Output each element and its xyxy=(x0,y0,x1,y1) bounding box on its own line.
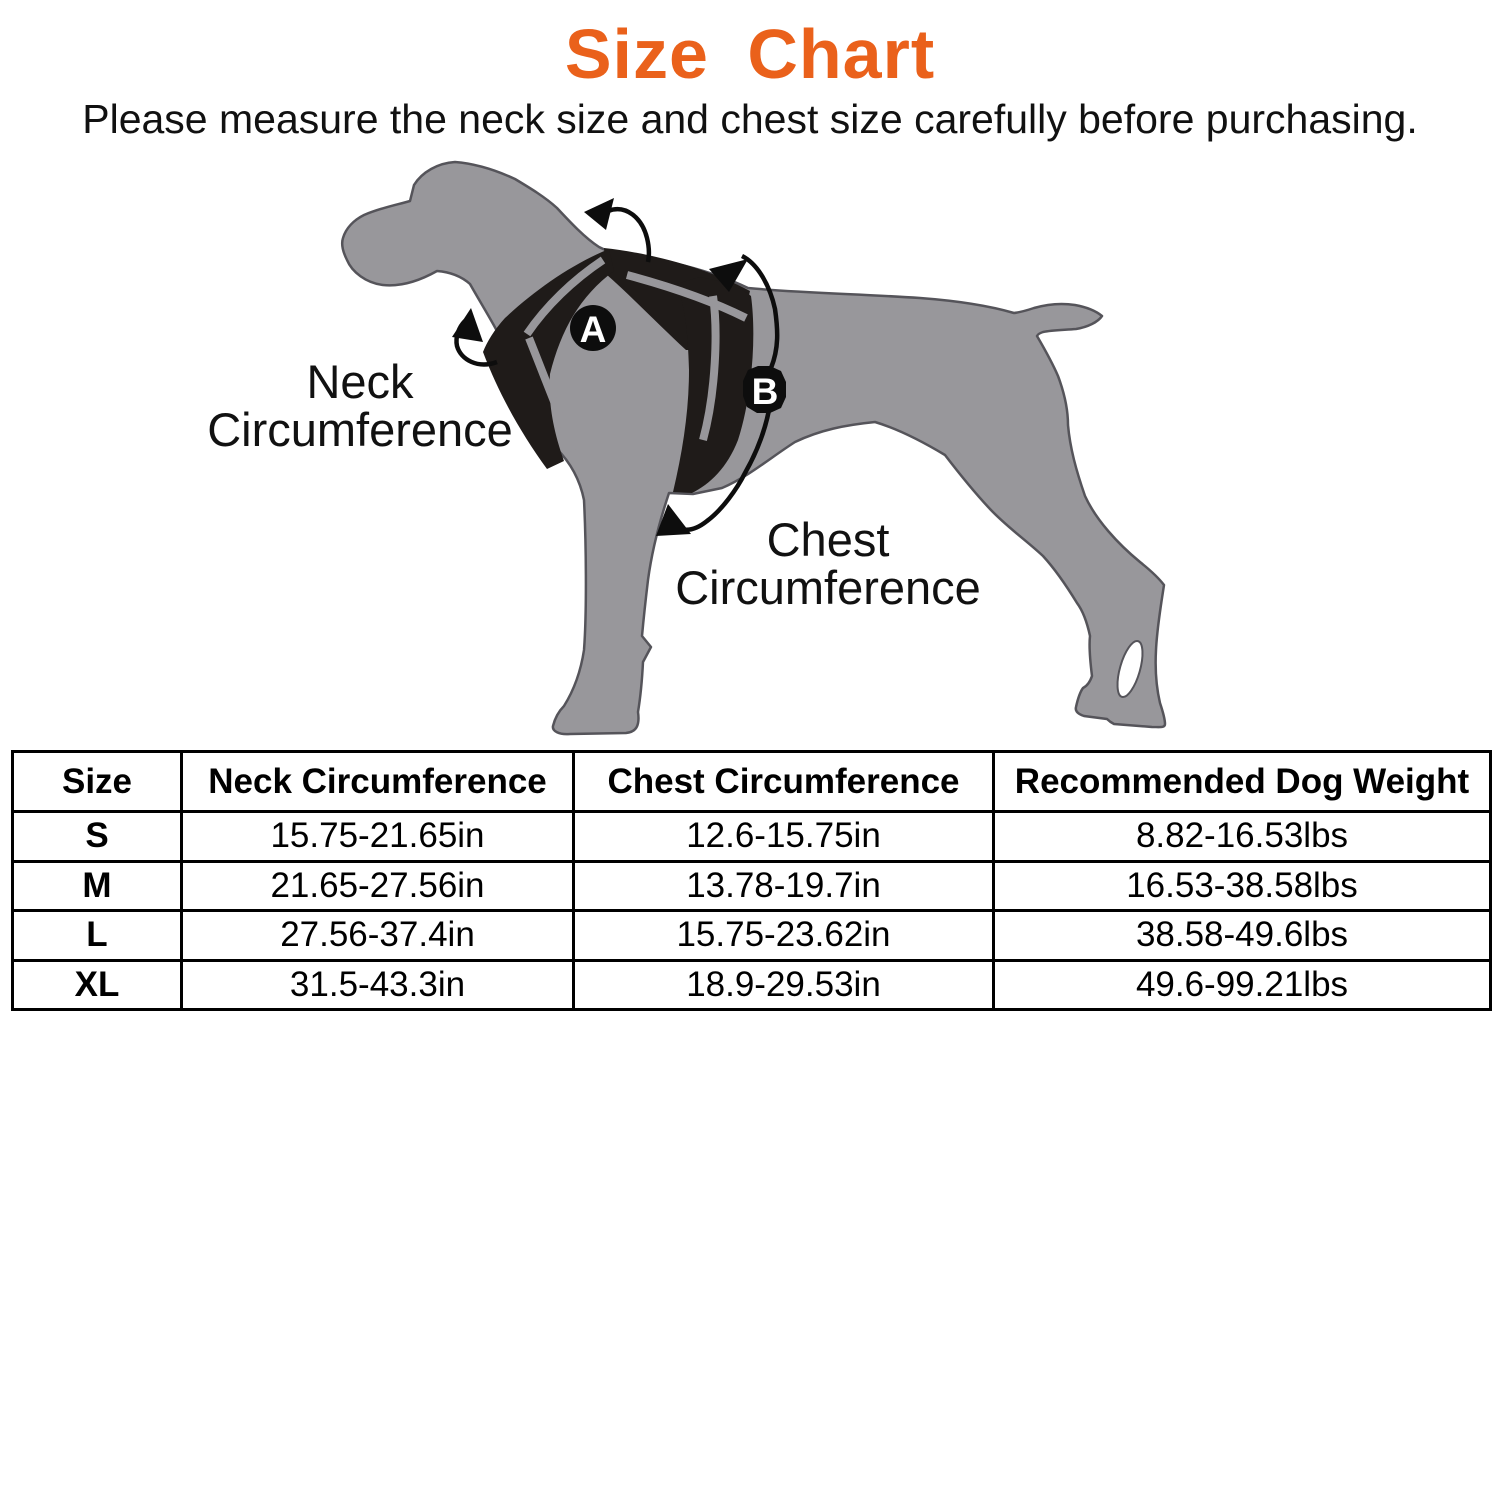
svg-text:Circumference: Circumference xyxy=(207,403,513,456)
svg-text:Neck: Neck xyxy=(306,355,414,408)
svg-text:Chest: Chest xyxy=(767,513,890,566)
svg-text:B: B xyxy=(752,371,779,412)
svg-text:A: A xyxy=(580,309,607,350)
svg-text:Circumference: Circumference xyxy=(675,561,981,614)
